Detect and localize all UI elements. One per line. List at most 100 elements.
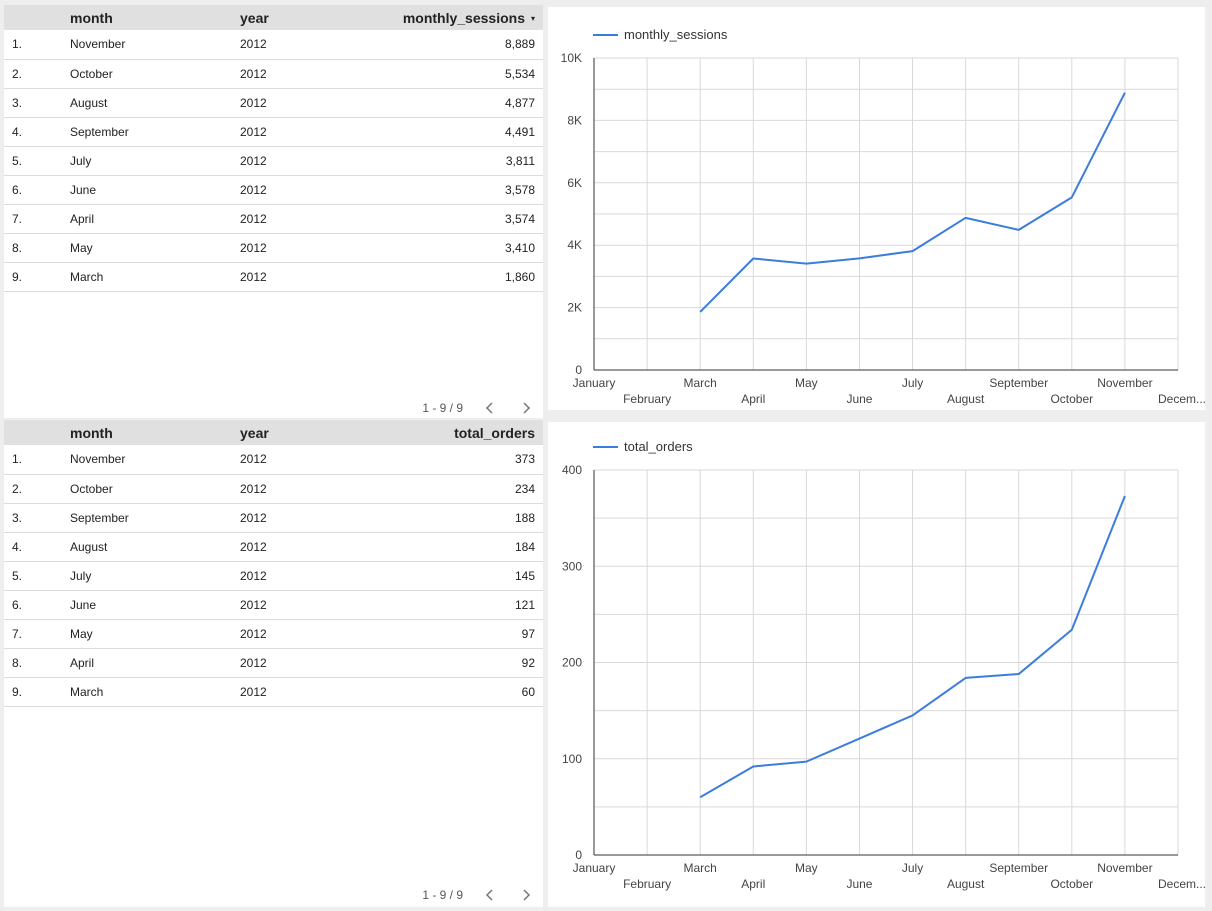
year-cell: 2012 (240, 655, 267, 670)
data-point[interactable] (697, 309, 703, 315)
data-point[interactable] (856, 736, 862, 742)
value-cell: 92 (521, 655, 535, 670)
data-point[interactable] (1122, 493, 1128, 499)
row-index: 8. (12, 240, 23, 255)
table-row[interactable]: 4. September 2012 4,491 (4, 117, 543, 146)
year-header[interactable]: year (240, 424, 269, 441)
previous-page-button[interactable] (481, 886, 499, 904)
sessions-table: month year monthly_sessions ▾ 1. November 2… (4, 5, 543, 292)
data-point[interactable] (1016, 227, 1022, 233)
chart-legend[interactable]: total_orders (593, 439, 693, 454)
table-row[interactable]: 3. August 2012 4,877 (4, 88, 543, 117)
row-index: 6. (12, 182, 23, 197)
x-tick-label: April (741, 392, 765, 406)
x-tick-label: September (989, 861, 1048, 875)
table-row[interactable]: 5. July 2012 145 (4, 561, 543, 590)
data-point[interactable] (697, 794, 703, 800)
table-row[interactable]: 9. March 2012 60 (4, 677, 543, 706)
series-line[interactable] (699, 92, 1126, 313)
month-header[interactable]: month (70, 9, 113, 26)
y-tick-label: 8K (567, 113, 582, 127)
data-point[interactable] (910, 248, 916, 254)
table-row[interactable]: 4. August 2012 184 (4, 532, 543, 561)
data-point[interactable] (1069, 194, 1075, 200)
monthly-sessions-header-label: monthly_sessions (402, 9, 525, 26)
data-point[interactable] (1122, 90, 1128, 96)
x-tick-label: March (684, 376, 717, 390)
table-row[interactable]: 8. May 2012 3,410 (4, 233, 543, 262)
month-cell: October (70, 66, 113, 81)
data-point[interactable] (750, 763, 756, 769)
month-cell: March (70, 269, 104, 284)
data-point[interactable] (963, 675, 969, 681)
data-point[interactable] (1016, 671, 1022, 677)
orders-table-pagination: 1 - 9 / 9 (422, 886, 535, 904)
value-cell: 97 (521, 626, 535, 641)
pagination-label: 1 - 9 / 9 (422, 401, 463, 415)
table-row[interactable]: 1. November 2012 8,889 (4, 30, 543, 59)
x-tick-label: Decem... (1158, 392, 1205, 406)
table-row[interactable]: 7. May 2012 97 (4, 619, 543, 648)
y-tick-label: 300 (562, 559, 582, 573)
y-tick-label: 2K (567, 301, 582, 315)
table-header-row: month year total_orders (4, 420, 543, 445)
data-point[interactable] (856, 255, 862, 261)
value-cell: 145 (514, 568, 535, 583)
next-page-button[interactable] (517, 886, 535, 904)
row-index: 2. (12, 66, 23, 81)
row-index: 4. (12, 124, 23, 139)
sessions-table-pagination: 1 - 9 / 9 (422, 399, 535, 417)
year-cell: 2012 (240, 539, 267, 554)
next-page-button[interactable] (517, 399, 535, 417)
data-point[interactable] (803, 759, 809, 765)
value-cell: 3,410 (504, 240, 535, 255)
orders-chart-panel: total_orders 0 100 200 300 400 January February… (548, 422, 1205, 907)
x-tick-label: November (1097, 861, 1152, 875)
value-cell: 1,860 (504, 269, 535, 284)
table-row[interactable]: 1. November 2012 373 (4, 445, 543, 474)
row-index: 7. (12, 211, 23, 226)
x-tick-label: March (684, 861, 717, 875)
data-point[interactable] (750, 255, 756, 261)
month-cell: May (70, 626, 93, 641)
value-cell: 60 (521, 684, 535, 699)
month-header[interactable]: month (70, 424, 113, 441)
data-point[interactable] (803, 261, 809, 267)
y-tick-label: 100 (562, 752, 582, 766)
y-tick-label: 0 (575, 363, 582, 377)
year-cell: 2012 (240, 182, 267, 197)
monthly-sessions-header[interactable]: monthly_sessions ▾ (370, 5, 543, 30)
table-row[interactable]: 6. June 2012 121 (4, 590, 543, 619)
year-cell: 2012 (240, 95, 267, 110)
year-cell: 2012 (240, 568, 267, 583)
table-row[interactable]: 5. July 2012 3,811 (4, 146, 543, 175)
table-row[interactable]: 3. September 2012 188 (4, 503, 543, 532)
table-row[interactable]: 2. October 2012 5,534 (4, 59, 543, 88)
total-orders-header[interactable]: total_orders (454, 424, 535, 441)
y-tick-label: 6K (567, 176, 582, 190)
x-tick-label: February (623, 877, 671, 891)
series-line[interactable] (699, 495, 1126, 799)
table-row[interactable]: 6. June 2012 3,578 (4, 175, 543, 204)
year-cell: 2012 (240, 684, 267, 699)
data-point[interactable] (1069, 627, 1075, 633)
chevron-left-icon (485, 402, 493, 414)
data-point[interactable] (910, 712, 916, 718)
legend-label: monthly_sessions (624, 27, 728, 42)
row-index: 7. (12, 626, 23, 641)
chart-legend[interactable]: monthly_sessions (593, 27, 728, 42)
table-row[interactable]: 9. March 2012 1,860 (4, 262, 543, 291)
year-cell: 2012 (240, 452, 267, 467)
year-header[interactable]: year (240, 9, 269, 26)
y-tick-label: 200 (562, 656, 582, 670)
table-row[interactable]: 8. April 2012 92 (4, 648, 543, 677)
chevron-left-icon (485, 889, 493, 901)
data-point[interactable] (963, 215, 969, 221)
month-cell: May (70, 240, 93, 255)
x-tick-label: May (795, 861, 818, 875)
table-row[interactable]: 2. October 2012 234 (4, 474, 543, 503)
x-tick-label: October (1050, 877, 1093, 891)
previous-page-button[interactable] (481, 399, 499, 417)
month-cell: July (70, 568, 92, 583)
table-row[interactable]: 7. April 2012 3,574 (4, 204, 543, 233)
